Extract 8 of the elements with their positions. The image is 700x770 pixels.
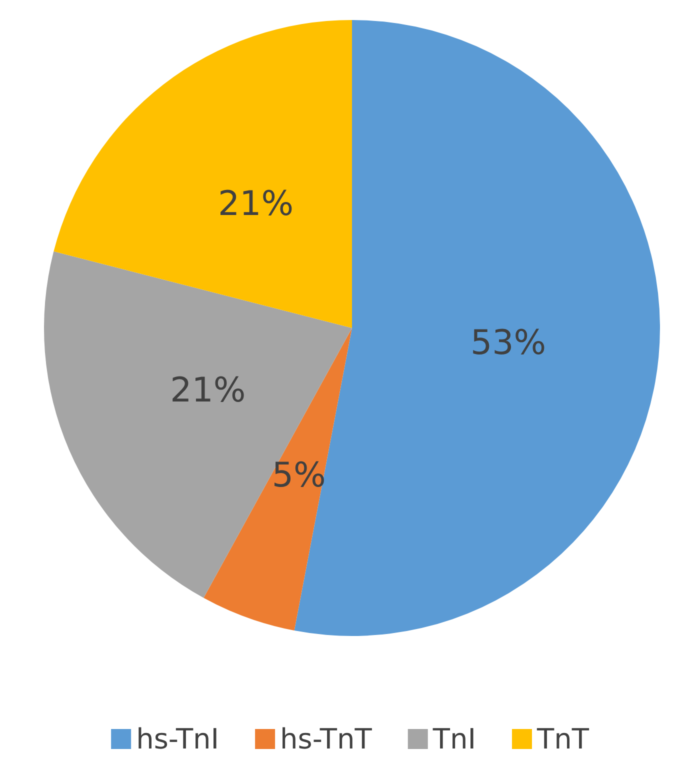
data-label: 21% [218,184,294,224]
legend-label: TnT [536,722,590,756]
legend-label: TnI [432,722,476,756]
legend-label: hs-TnT [280,722,373,756]
legend-label: hs-TnI [136,722,220,756]
data-label: 53% [470,322,546,363]
data-label: 21% [170,370,246,410]
data-label: 5% [272,456,326,496]
